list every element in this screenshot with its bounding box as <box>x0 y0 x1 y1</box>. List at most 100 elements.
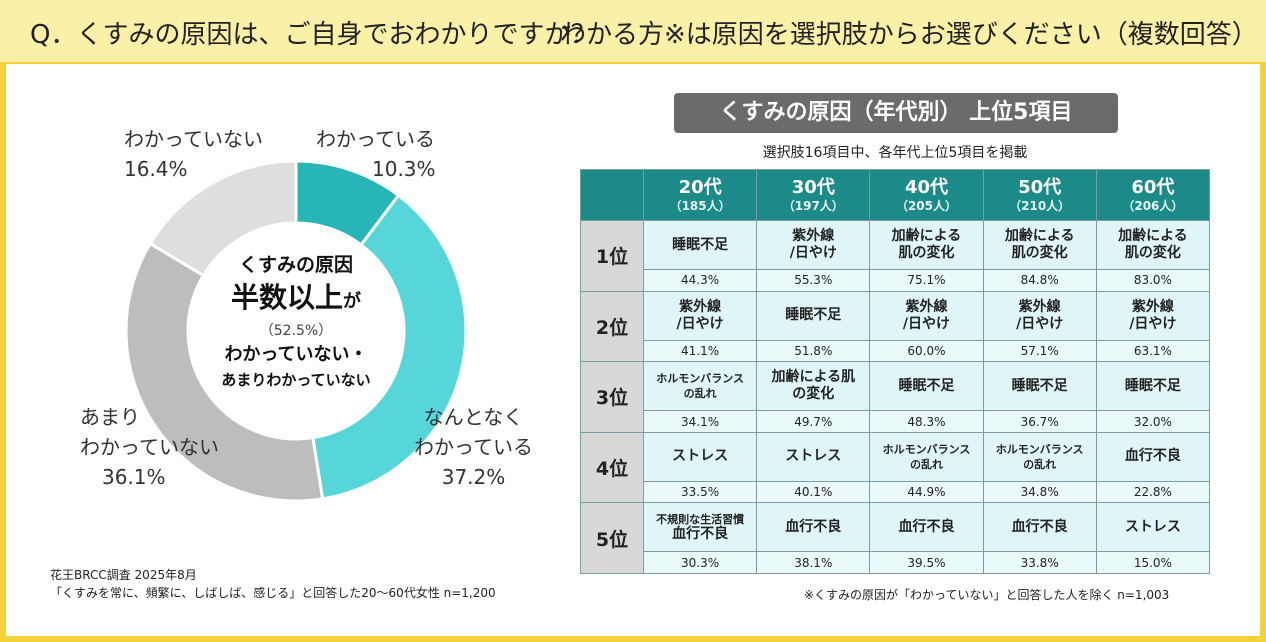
percent-cell: 33.5% <box>642 480 758 504</box>
cause-line1: 紫外線 <box>679 298 722 315</box>
label-somewhat-pct: 37.2% <box>441 465 506 489</box>
table-footnote: ※くすみの原因が「わかっていない」と回答した人を除く n=1,003 <box>804 588 1170 602</box>
cause-cell: 加齢による肌の変化 <box>869 219 984 271</box>
percent-cell: 33.8% <box>982 551 1097 574</box>
cause-line1: 睡眠不足 <box>1124 377 1181 394</box>
cause-cell: 睡眠不足 <box>869 361 984 412</box>
age-header: 60代 （206人） <box>1095 169 1211 221</box>
percent-cell: 34.8% <box>982 480 1097 504</box>
cause-line1: 加齢による肌 <box>771 369 856 386</box>
cause-cell: ホルモンバランス の乱れ <box>869 431 984 482</box>
age-header: 50代 （210人） <box>982 169 1097 221</box>
label-understand-name: わかっている <box>316 127 435 151</box>
label-understand: わかっている 10.3% <box>316 124 436 184</box>
cause-line1: 睡眠不足 <box>785 307 842 324</box>
percent-cell: 44.3% <box>642 269 758 292</box>
cause-line1: 不規則な生活習慣 <box>656 513 745 527</box>
cause-cell: 血行不良 <box>1095 431 1211 482</box>
question-header: Q．くすみの原因は、ご自身でおわかりですか？ わかる方※は原因を選択肢からお選び… <box>0 0 1266 64</box>
cause-cell: 血行不良 <box>869 502 984 553</box>
donut-chart <box>124 159 468 503</box>
cause-line1: 睡眠不足 <box>672 236 729 253</box>
age-count: （210人） <box>1009 199 1071 213</box>
age-header: 40代 （205人） <box>869 169 984 221</box>
ranking-table: 20代 （185人） 30代 （197人） 40代 （205人） 50代 （210人） … <box>580 169 1211 574</box>
percent-cell: 44.9% <box>869 480 984 504</box>
percent-cell: 75.1% <box>869 269 984 292</box>
label-not-much-pct: 36.1% <box>102 465 166 489</box>
cause-line2: の変化 <box>792 386 835 403</box>
cause-cell: 紫外線/日やけ <box>1095 290 1211 341</box>
table-row-percent: 33.5% 40.1% 44.9% 34.8% 22.8% <box>581 480 1211 504</box>
center-line5: あまりわかっていない <box>221 371 371 389</box>
cause-cell: 不規則な生活習慣 血行不良 <box>642 502 758 553</box>
rank-label: 5位 <box>580 502 644 574</box>
percent-cell: 30.3% <box>642 551 758 574</box>
cause-line2: /日やけ <box>789 245 837 262</box>
cause-cell: 睡眠不足 <box>982 361 1097 412</box>
label-understand-pct: 10.3% <box>372 157 436 181</box>
cause-line2: 肌の変化 <box>1011 245 1068 262</box>
cause-line1: ストレス <box>672 448 729 465</box>
table-row-percent: 34.1% 49.7% 48.3% 36.7% 32.0% <box>581 410 1211 433</box>
cause-cell: 血行不良 <box>756 502 871 553</box>
cause-cell: ストレス <box>756 431 871 482</box>
cause-line1: 紫外線 <box>1018 298 1061 315</box>
source-line1: 花王BRCC調査 2025年8月 <box>50 568 197 582</box>
ranking-title: くすみの原因（年代別） 上位5項目 <box>674 93 1118 133</box>
label-somewhat-line2: わかっている <box>414 435 533 459</box>
question-text: Q．くすみの原因は、ご自身でおわかりですか？ <box>30 20 597 50</box>
cause-line2: の乱れ <box>683 387 717 401</box>
age-count: （197人） <box>782 199 844 213</box>
percent-cell: 15.0% <box>1095 551 1211 574</box>
cause-line1: 加齢による <box>1118 228 1188 245</box>
age-header: 30代 （197人） <box>756 169 871 221</box>
cause-line1: 紫外線 <box>905 298 948 315</box>
cause-line2: /日やけ <box>1016 315 1064 332</box>
percent-cell: 32.0% <box>1095 410 1211 433</box>
percent-cell: 36.7% <box>982 410 1097 433</box>
rank-label: 2位 <box>580 290 644 363</box>
rank-label: 4位 <box>580 431 644 504</box>
percent-cell: 55.3% <box>756 269 871 292</box>
percent-cell: 84.8% <box>982 269 1097 292</box>
cause-cell: ホルモンバランス の乱れ <box>982 431 1097 482</box>
cause-line1: 紫外線 <box>792 228 835 245</box>
cause-line1: 睡眠不足 <box>1011 377 1068 394</box>
table-row: 5位 不規則な生活習慣 血行不良 血行不良 血行不良 血行不良 ストレス <box>580 502 1211 574</box>
cause-cell: 睡眠不足 <box>642 219 758 271</box>
age-name: 40代 <box>904 177 948 198</box>
rank-label: 1位 <box>580 220 644 292</box>
table-row: 4位 ストレス ストレス ホルモンバランス の乱れ ホルモンバランス の乱れ 血行不良 <box>580 431 1211 504</box>
cause-cell: 紫外線/日やけ <box>642 290 758 341</box>
percent-cell: 63.1% <box>1095 339 1211 363</box>
percent-cell: 39.5% <box>869 551 984 574</box>
cause-line2: 肌の変化 <box>898 245 955 262</box>
cause-cell: 睡眠不足 <box>756 290 871 341</box>
cause-line1: ホルモンバランス <box>995 442 1084 456</box>
label-not-much-line2: わかっていない <box>80 435 219 459</box>
source-note: 花王BRCC調査 2025年8月 「くすみを常に、頻繁に、しばしば、感じる」と回… <box>50 566 496 602</box>
label-not-understand: わかっていない 16.4% <box>124 124 263 184</box>
cause-line1: 加齢による <box>1004 228 1075 245</box>
table-row-percent: 41.1% 51.8% 60.0% 57.1% 63.1% <box>581 339 1211 363</box>
cause-cell: 加齢による肌の変化 <box>1095 219 1211 271</box>
percent-cell: 49.7% <box>756 410 871 433</box>
age-name: 50代 <box>1018 177 1062 198</box>
donut-center-text: くすみの原因 半数以上が （52.5%） わかっていない・ あまりわかっていない <box>196 252 396 390</box>
cause-line2: の乱れ <box>909 457 943 471</box>
age-name: 20代 <box>678 177 722 198</box>
cause-cell: 紫外線/日やけ <box>869 290 984 341</box>
cause-cell: 紫外線/日やけ <box>982 290 1097 341</box>
percent-cell: 34.1% <box>642 410 758 433</box>
question-instruction: わかる方※は原因を選択肢からお選びください（複数回答） <box>560 20 1258 50</box>
percent-cell: 60.0% <box>869 339 984 363</box>
center-line2-big: 半数以上 <box>230 281 343 314</box>
percent-cell: 48.3% <box>869 410 984 433</box>
cause-cell: ストレス <box>1095 502 1211 553</box>
source-line2: 「くすみを常に、頻繁に、しばしば、感じる」と回答した20～60代女性 n=1,2… <box>50 586 496 600</box>
cause-line1: 紫外線 <box>1131 298 1174 315</box>
cause-cell: 睡眠不足 <box>1095 361 1211 412</box>
cause-line1: ホルモンバランス <box>882 442 971 456</box>
